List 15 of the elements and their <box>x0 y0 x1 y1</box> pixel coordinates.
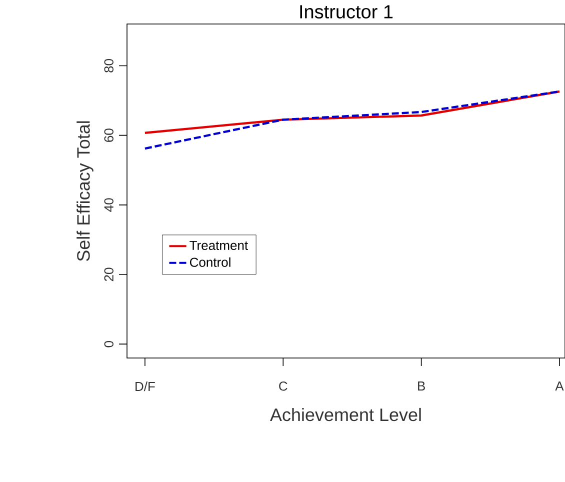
x-tick-label: D/F <box>136 382 155 392</box>
x-tick-label: B <box>418 382 425 390</box>
y-tick-label: 40 <box>104 198 114 212</box>
legend-label: Control <box>190 257 230 267</box>
y-tick-label: 80 <box>104 59 114 72</box>
y-tick-label: 0 <box>104 340 114 348</box>
chart-title: Instructor 1 <box>300 5 393 18</box>
y-axis-title: Self Efficacy Total <box>76 121 94 262</box>
y-tick-label: 60 <box>104 128 114 142</box>
x-axis-title: Achievement Level <box>270 408 421 422</box>
line-series <box>144 90 561 134</box>
legend-label: Treatment <box>190 240 248 250</box>
x-tick-label: C <box>279 382 288 391</box>
x-tick-label: A <box>555 382 564 390</box>
y-tick-label: 20 <box>104 268 114 282</box>
